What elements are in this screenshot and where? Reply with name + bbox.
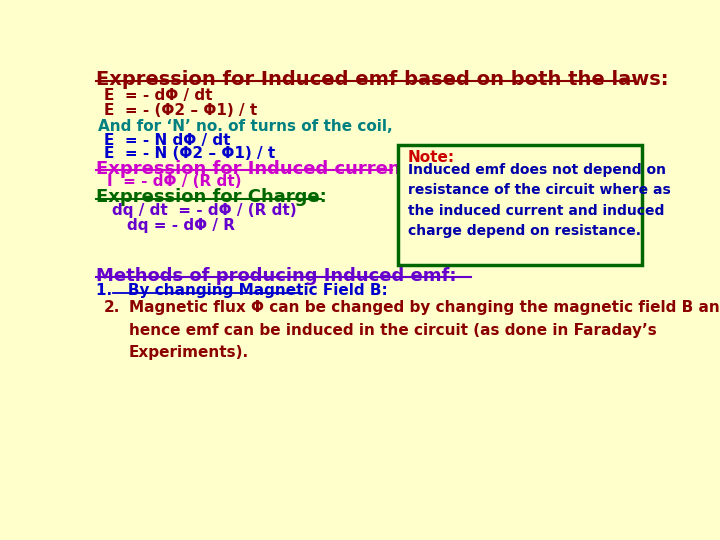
Text: 1.   By changing Magnetic Field B:: 1. By changing Magnetic Field B:	[96, 283, 388, 298]
Text: dq / dt  = - dΦ / (R dt): dq / dt = - dΦ / (R dt)	[112, 204, 297, 218]
Text: Expression for Induced emf based on both the laws:: Expression for Induced emf based on both…	[96, 70, 669, 89]
Text: E  = - N (Φ2 – Φ1) / t: E = - N (Φ2 – Φ1) / t	[104, 146, 275, 161]
Text: Expression for Induced current:: Expression for Induced current:	[96, 159, 417, 178]
Text: E  = - dΦ / dt: E = - dΦ / dt	[104, 88, 212, 103]
Text: I  = - dΦ / (R dt): I = - dΦ / (R dt)	[107, 174, 241, 189]
FancyBboxPatch shape	[398, 145, 642, 265]
Text: Induced emf does not depend on
resistance of the circuit where as
the induced cu: Induced emf does not depend on resistanc…	[408, 163, 670, 238]
Text: dq = - dΦ / R: dq = - dΦ / R	[127, 218, 235, 233]
Text: E  = - (Φ2 – Φ1) / t: E = - (Φ2 – Φ1) / t	[104, 103, 257, 118]
Text: 2.: 2.	[104, 300, 120, 315]
Text: Expression for Charge:: Expression for Charge:	[96, 188, 327, 206]
Text: Methods of producing Induced emf:: Methods of producing Induced emf:	[96, 267, 456, 285]
Text: E  = - N dΦ / dt: E = - N dΦ / dt	[104, 132, 230, 147]
Text: And for ‘N’ no. of turns of the coil,: And for ‘N’ no. of turns of the coil,	[98, 119, 392, 134]
Text: Note:: Note:	[408, 150, 455, 165]
Text: Magnetic flux Φ can be changed by changing the magnetic field B and
hence emf ca: Magnetic flux Φ can be changed by changi…	[129, 300, 720, 360]
